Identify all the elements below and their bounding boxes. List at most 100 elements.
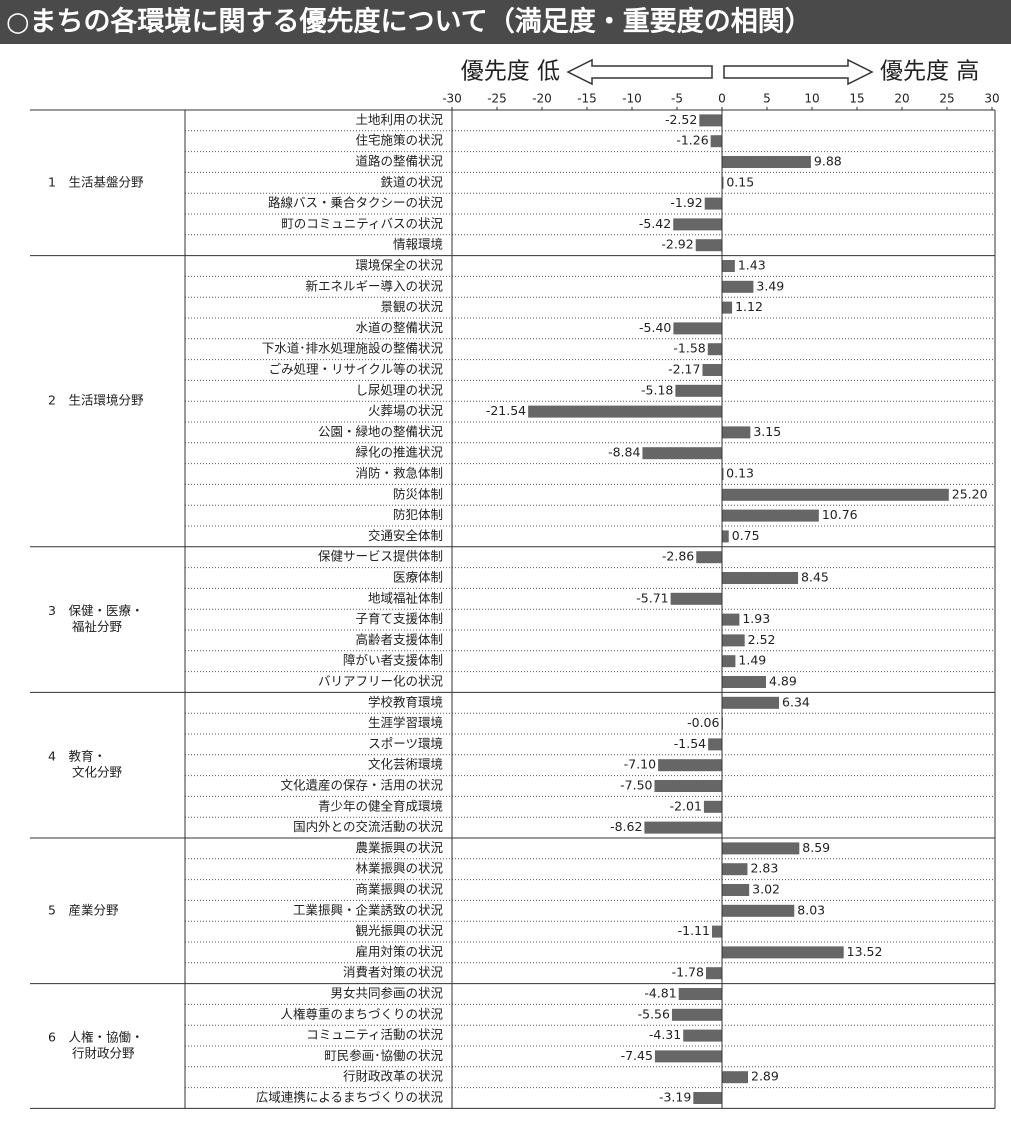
value-label: 1.93 [742, 611, 770, 626]
category-label: バリアフリー化の状況 [318, 674, 444, 689]
value-label: -5.56 [638, 1006, 670, 1021]
value-label: -21.54 [486, 403, 526, 418]
value-label: 10.76 [822, 507, 858, 522]
category-label: 広域連携によるまちづくりの状況 [256, 1090, 444, 1105]
value-label: 3.49 [756, 278, 784, 293]
bar [722, 884, 750, 896]
category-label: 新エネルギー導入の状況 [305, 278, 443, 293]
category-label: 消費者対策の状況 [343, 965, 444, 980]
bar [722, 301, 733, 314]
value-label: 8.59 [802, 840, 830, 855]
bar [722, 863, 748, 876]
value-label: 8.45 [801, 570, 829, 585]
bar [722, 468, 724, 480]
value-label: -2.52 [665, 112, 697, 127]
bar [722, 634, 745, 647]
category-label: 消防・救急体制 [355, 466, 443, 481]
category-label: 行財政改革の状況 [343, 1069, 444, 1084]
value-label: -1.26 [676, 133, 708, 148]
bar [528, 405, 722, 418]
category-label: 林業振興の状況 [355, 861, 443, 876]
value-label: -2.86 [662, 549, 694, 564]
value-label: -7.45 [621, 1048, 653, 1063]
bar [722, 904, 795, 917]
value-label: -5.71 [636, 590, 668, 605]
bar [704, 197, 722, 210]
category-label: 高齢者支援体制 [355, 632, 443, 647]
value-label: 2.89 [751, 1069, 779, 1084]
x-tick-label: 0 [718, 92, 726, 106]
category-label: 障がい者支援体制 [343, 653, 443, 668]
x-tick-label: 25 [939, 92, 954, 106]
bar [654, 1050, 722, 1063]
bar [695, 239, 722, 252]
bar [722, 260, 735, 272]
high-label: 優先度 高 [880, 59, 979, 85]
x-tick-label: 10 [804, 92, 819, 106]
category-label: 鉄道の状況 [380, 174, 443, 189]
bar [670, 592, 722, 605]
bar [722, 655, 736, 668]
group-label: 6 人権・協働・ [48, 1030, 143, 1045]
category-label: 防災体制 [393, 486, 443, 501]
value-label: -5.40 [639, 320, 671, 335]
category-label: 農業振興の状況 [355, 840, 443, 855]
category-label: スポーツ環境 [368, 736, 443, 751]
bar [693, 1092, 722, 1104]
group-label: 2 生活環境分野 [48, 393, 144, 408]
bar [722, 280, 754, 293]
low-label: 優先度 低 [461, 59, 560, 85]
bar [675, 384, 722, 397]
group-label: 行財政分野 [72, 1046, 135, 1061]
value-label: -2.92 [661, 237, 693, 252]
bar [722, 426, 751, 439]
bar [683, 1029, 722, 1042]
category-label: 文化遺産の保存・活用の状況 [280, 778, 443, 793]
bar [644, 821, 722, 834]
category-label: し尿処理の状況 [355, 382, 443, 397]
x-tick-label: -20 [532, 92, 552, 106]
category-label: 国内外との交流活動の状況 [293, 819, 443, 834]
value-label: 0.13 [726, 466, 754, 481]
category-label: 景観の状況 [380, 299, 443, 314]
value-label: 2.83 [750, 861, 778, 876]
bar [705, 967, 722, 980]
chart-title: ○まちの各環境に関する優先度について（満足度・重要度の相関） [6, 6, 812, 38]
value-label: -3.19 [659, 1090, 691, 1105]
bar [673, 218, 722, 231]
value-label: -2.17 [668, 362, 700, 377]
category-label: 子育て支援体制 [355, 611, 443, 626]
bar [658, 759, 722, 772]
title-bar [0, 0, 1011, 44]
category-label: 医療体制 [393, 570, 443, 585]
value-label: -1.92 [670, 195, 702, 210]
bar [642, 447, 722, 460]
x-tick-label: 20 [894, 92, 909, 106]
value-label: -0.06 [687, 715, 719, 730]
value-label: 1.43 [738, 258, 766, 273]
bar [671, 1008, 722, 1021]
category-label: 保健サービス提供体制 [318, 549, 443, 564]
bar [654, 780, 722, 792]
bar [722, 696, 780, 709]
category-label: 道路の整備状況 [355, 154, 443, 169]
category-label: 火葬場の状況 [368, 403, 444, 418]
bar [722, 509, 819, 522]
category-label: 青少年の健全育成環境 [318, 798, 443, 813]
group-label: 5 産業分野 [48, 902, 119, 917]
category-label: 環境保全の状況 [355, 258, 443, 273]
category-label: 情報環境 [393, 237, 443, 252]
category-label: コミュニティ活動の状況 [306, 1027, 443, 1042]
value-label: 0.75 [732, 528, 760, 543]
value-label: 9.88 [814, 154, 842, 169]
value-label: -4.81 [644, 986, 676, 1001]
bar [673, 322, 722, 335]
category-label: ごみ処理・リサイクル等の状況 [269, 362, 444, 377]
category-label: 町のコミュニティバスの状況 [281, 216, 443, 231]
x-tick-label: 5 [763, 92, 771, 106]
category-label: 観光振興の状況 [355, 923, 443, 938]
bar [722, 572, 799, 584]
bar [722, 842, 800, 855]
value-label: 3.15 [753, 424, 781, 439]
